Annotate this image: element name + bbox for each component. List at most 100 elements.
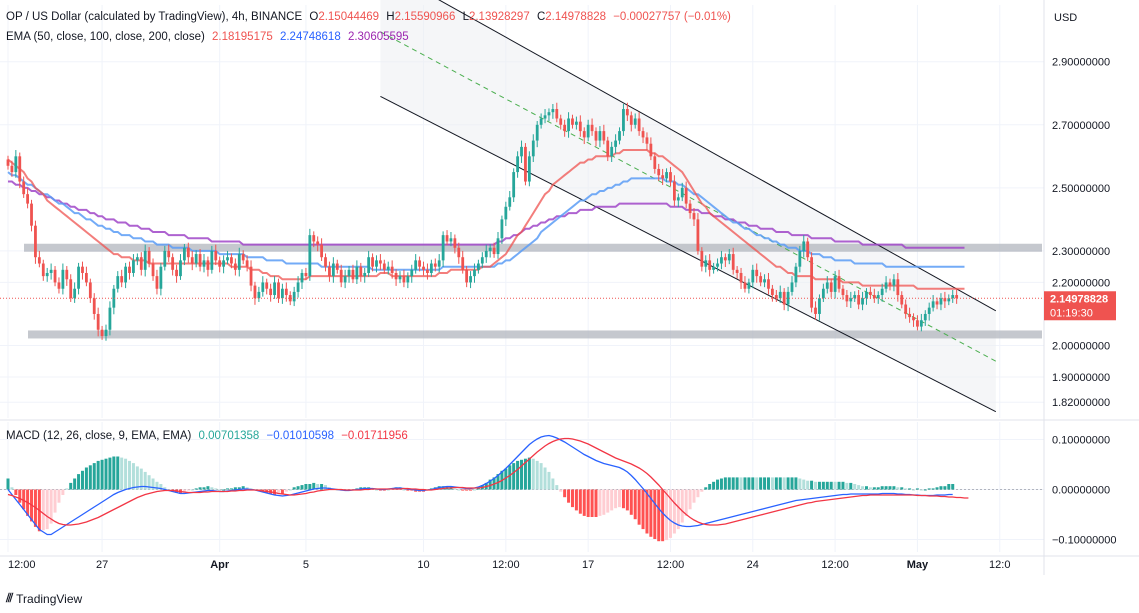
- macd-histogram-bar: [41, 489, 45, 531]
- candle-body: [688, 203, 692, 214]
- macd-histogram-bar: [814, 481, 818, 490]
- macd-histogram-bar: [190, 489, 194, 491]
- macd-histogram-bar: [69, 482, 73, 490]
- candle-body: [382, 263, 386, 270]
- price-tick-label: 2.00000000: [1052, 340, 1110, 352]
- macd-histogram-bar: [770, 477, 774, 490]
- macd-histogram-bar: [821, 481, 825, 490]
- macd-histogram-bar: [833, 481, 837, 490]
- price-tick-label: 2.50000000: [1052, 183, 1110, 195]
- candle-body: [257, 291, 261, 299]
- candle-body: [802, 241, 806, 251]
- ema-label[interactable]: EMA (50, close, 100, close, 200, close): [6, 31, 205, 43]
- macd-histogram-bar: [292, 487, 296, 490]
- candle-body: [186, 247, 190, 258]
- candle-body: [743, 282, 747, 289]
- ema100-value: 2.24748618: [279, 31, 341, 43]
- macd-histogram-bar: [288, 489, 292, 491]
- candle-body: [712, 266, 715, 270]
- brand-name: TradingView: [16, 591, 83, 606]
- macd-histogram-bar: [594, 489, 598, 517]
- price-tick-label: 1.90000000: [1052, 372, 1110, 384]
- macd-histogram-bar: [763, 477, 767, 490]
- candle-body: [904, 304, 908, 314]
- high-value: 2.15590966: [394, 11, 456, 23]
- candle-body: [135, 257, 139, 261]
- macd-histogram-bar: [692, 489, 696, 503]
- macd-histogram-bar: [73, 478, 77, 490]
- candle-body: [398, 276, 402, 280]
- price-tick-label: 1.82000000: [1052, 397, 1110, 409]
- macd-histogram-bar: [14, 489, 18, 495]
- candle-body: [41, 263, 45, 277]
- macd-histogram-bar: [151, 478, 155, 490]
- macd-label[interactable]: MACD (12, 26, close, 9, EMA, EMA): [6, 430, 192, 442]
- candle-body: [563, 124, 567, 132]
- candle-body: [575, 121, 578, 125]
- macd-histogram-bar: [939, 486, 943, 490]
- macd-histogram-bar: [88, 465, 92, 490]
- symbol-legend: OP / US Dollar (calculated by TradingVie…: [6, 11, 735, 23]
- candle-body: [379, 260, 382, 264]
- macd-histogram-bar: [163, 487, 167, 490]
- candle-body: [778, 291, 782, 299]
- macd-histogram-bar: [128, 460, 132, 490]
- macd-histogram-bar: [853, 484, 857, 490]
- tradingview-logo[interactable]: ⫻ TradingView: [6, 591, 82, 606]
- candle-body: [727, 254, 731, 261]
- candle-body: [273, 282, 276, 296]
- macd-histogram-bar: [904, 488, 908, 490]
- candle-body: [786, 291, 790, 305]
- low-value: 2.13928297: [468, 11, 530, 23]
- candle-body: [700, 250, 704, 267]
- candle-body: [865, 291, 868, 299]
- macd-histogram-bar: [116, 456, 120, 490]
- candle-body: [132, 260, 135, 273]
- candle-body: [923, 313, 927, 321]
- macd-histogram-bar: [841, 481, 845, 490]
- candle-body: [104, 329, 108, 337]
- candle-body: [684, 187, 688, 204]
- candle-body: [704, 260, 708, 267]
- candle-body: [414, 260, 418, 270]
- candle-body: [441, 235, 445, 261]
- candle-body: [218, 260, 222, 267]
- candle-body: [85, 272, 88, 283]
- candle-body: [716, 263, 719, 267]
- candle-body: [810, 257, 813, 308]
- candle-body: [100, 329, 104, 337]
- candle-body: [618, 131, 621, 141]
- candle-body: [861, 298, 864, 305]
- macd-histogram-bar: [194, 488, 198, 490]
- candle-body: [747, 282, 751, 289]
- candle-body: [578, 121, 582, 132]
- macd-histogram-bar: [621, 489, 625, 509]
- candle-body: [782, 291, 786, 305]
- macd-histogram-bar: [324, 485, 328, 490]
- candle-body: [504, 206, 508, 220]
- macd-histogram-bar: [951, 484, 955, 490]
- macd-histogram-bar: [739, 477, 743, 490]
- macd-histogram-bar: [806, 480, 810, 490]
- candle-body: [433, 263, 437, 267]
- candle-body: [708, 260, 712, 270]
- candle-body: [386, 266, 390, 270]
- candle-body: [163, 250, 167, 267]
- macd-histogram-bar: [45, 489, 49, 530]
- candle-body: [124, 266, 127, 283]
- candle-body: [249, 266, 253, 286]
- price-badge-countdown: 01:19:30: [1050, 307, 1093, 319]
- macd-histogram-bar: [516, 460, 520, 490]
- candle-body: [269, 288, 273, 296]
- macd-line: [7, 434, 953, 536]
- candle-body: [445, 235, 449, 242]
- candle-body: [449, 238, 453, 242]
- candle-body: [888, 282, 892, 286]
- candle-body: [347, 269, 351, 277]
- macd-histogram-bar: [661, 489, 665, 542]
- candle-body: [935, 301, 939, 305]
- candle-body: [147, 250, 151, 264]
- candle-body: [633, 118, 637, 125]
- symbol-title[interactable]: OP / US Dollar (calculated by TradingVie…: [6, 11, 303, 23]
